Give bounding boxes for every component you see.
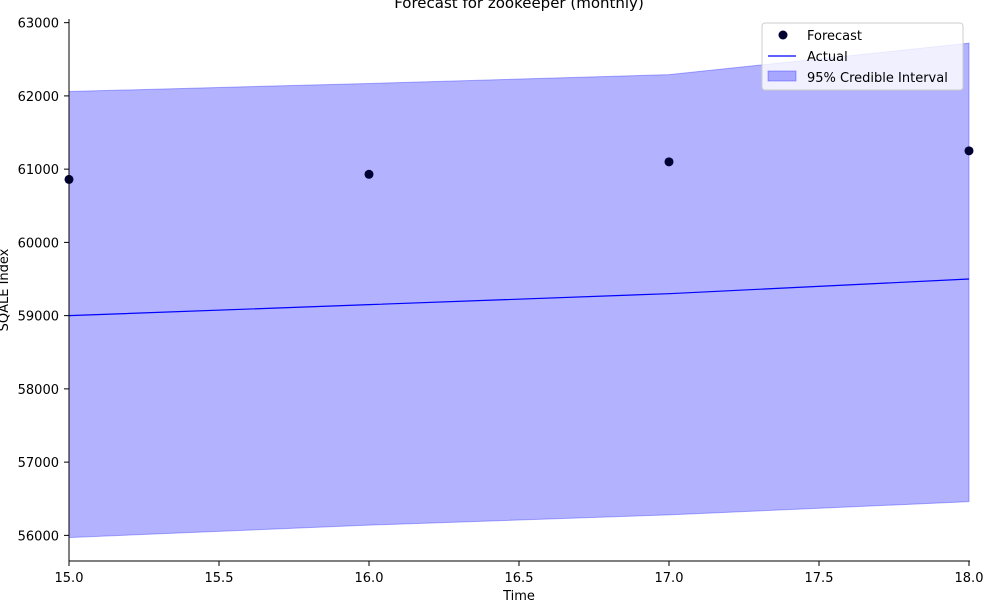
chart-title: Forecast for zookeeper (monthly) [394, 0, 644, 12]
y-tick-label: 62000 [18, 90, 59, 105]
forecast-point [964, 146, 974, 156]
x-tick-label: 17.5 [805, 571, 834, 586]
x-tick-label: 17.0 [655, 571, 684, 586]
axes-layer: 15.0 15.5 16.0 16.5 17.0 17.5 18.0 56000 57000 58… [18, 17, 984, 586]
x-tick-label: 16.5 [505, 571, 534, 586]
legend-forecast-label: Forecast [807, 29, 862, 44]
legend-forecast-marker [778, 30, 788, 40]
y-tick-label: 63000 [18, 17, 59, 32]
x-tick-label: 18.0 [955, 571, 984, 586]
y-tick-label: 60000 [18, 236, 59, 251]
x-tick-label: 16.0 [355, 571, 384, 586]
forecast-point [664, 157, 674, 167]
x-axis-title: Time [502, 589, 535, 600]
y-tick-label: 61000 [18, 163, 59, 178]
actual-line [68, 278, 970, 317]
band-layer [68, 42, 970, 539]
legend-interval-label: 95% Credible Interval [807, 71, 948, 86]
legend-actual-label: Actual [807, 50, 848, 65]
x-tick-label: 15.5 [205, 571, 234, 586]
legend-frame [761, 22, 964, 91]
legend-interval-marker [767, 70, 797, 82]
forecast-point [364, 169, 374, 179]
credible-interval-band [68, 42, 970, 539]
y-tick-label: 58000 [18, 383, 59, 398]
x-tick-label: 15.0 [55, 571, 84, 586]
line-layer [68, 278, 970, 317]
y-tick-label: 57000 [18, 456, 59, 471]
y-tick-label: 56000 [18, 529, 59, 544]
y-axis-title: SQALE Index [0, 248, 12, 331]
y-tick-label: 59000 [18, 310, 59, 325]
legend: Forecast Actual 95% Credible Interval [761, 22, 964, 91]
